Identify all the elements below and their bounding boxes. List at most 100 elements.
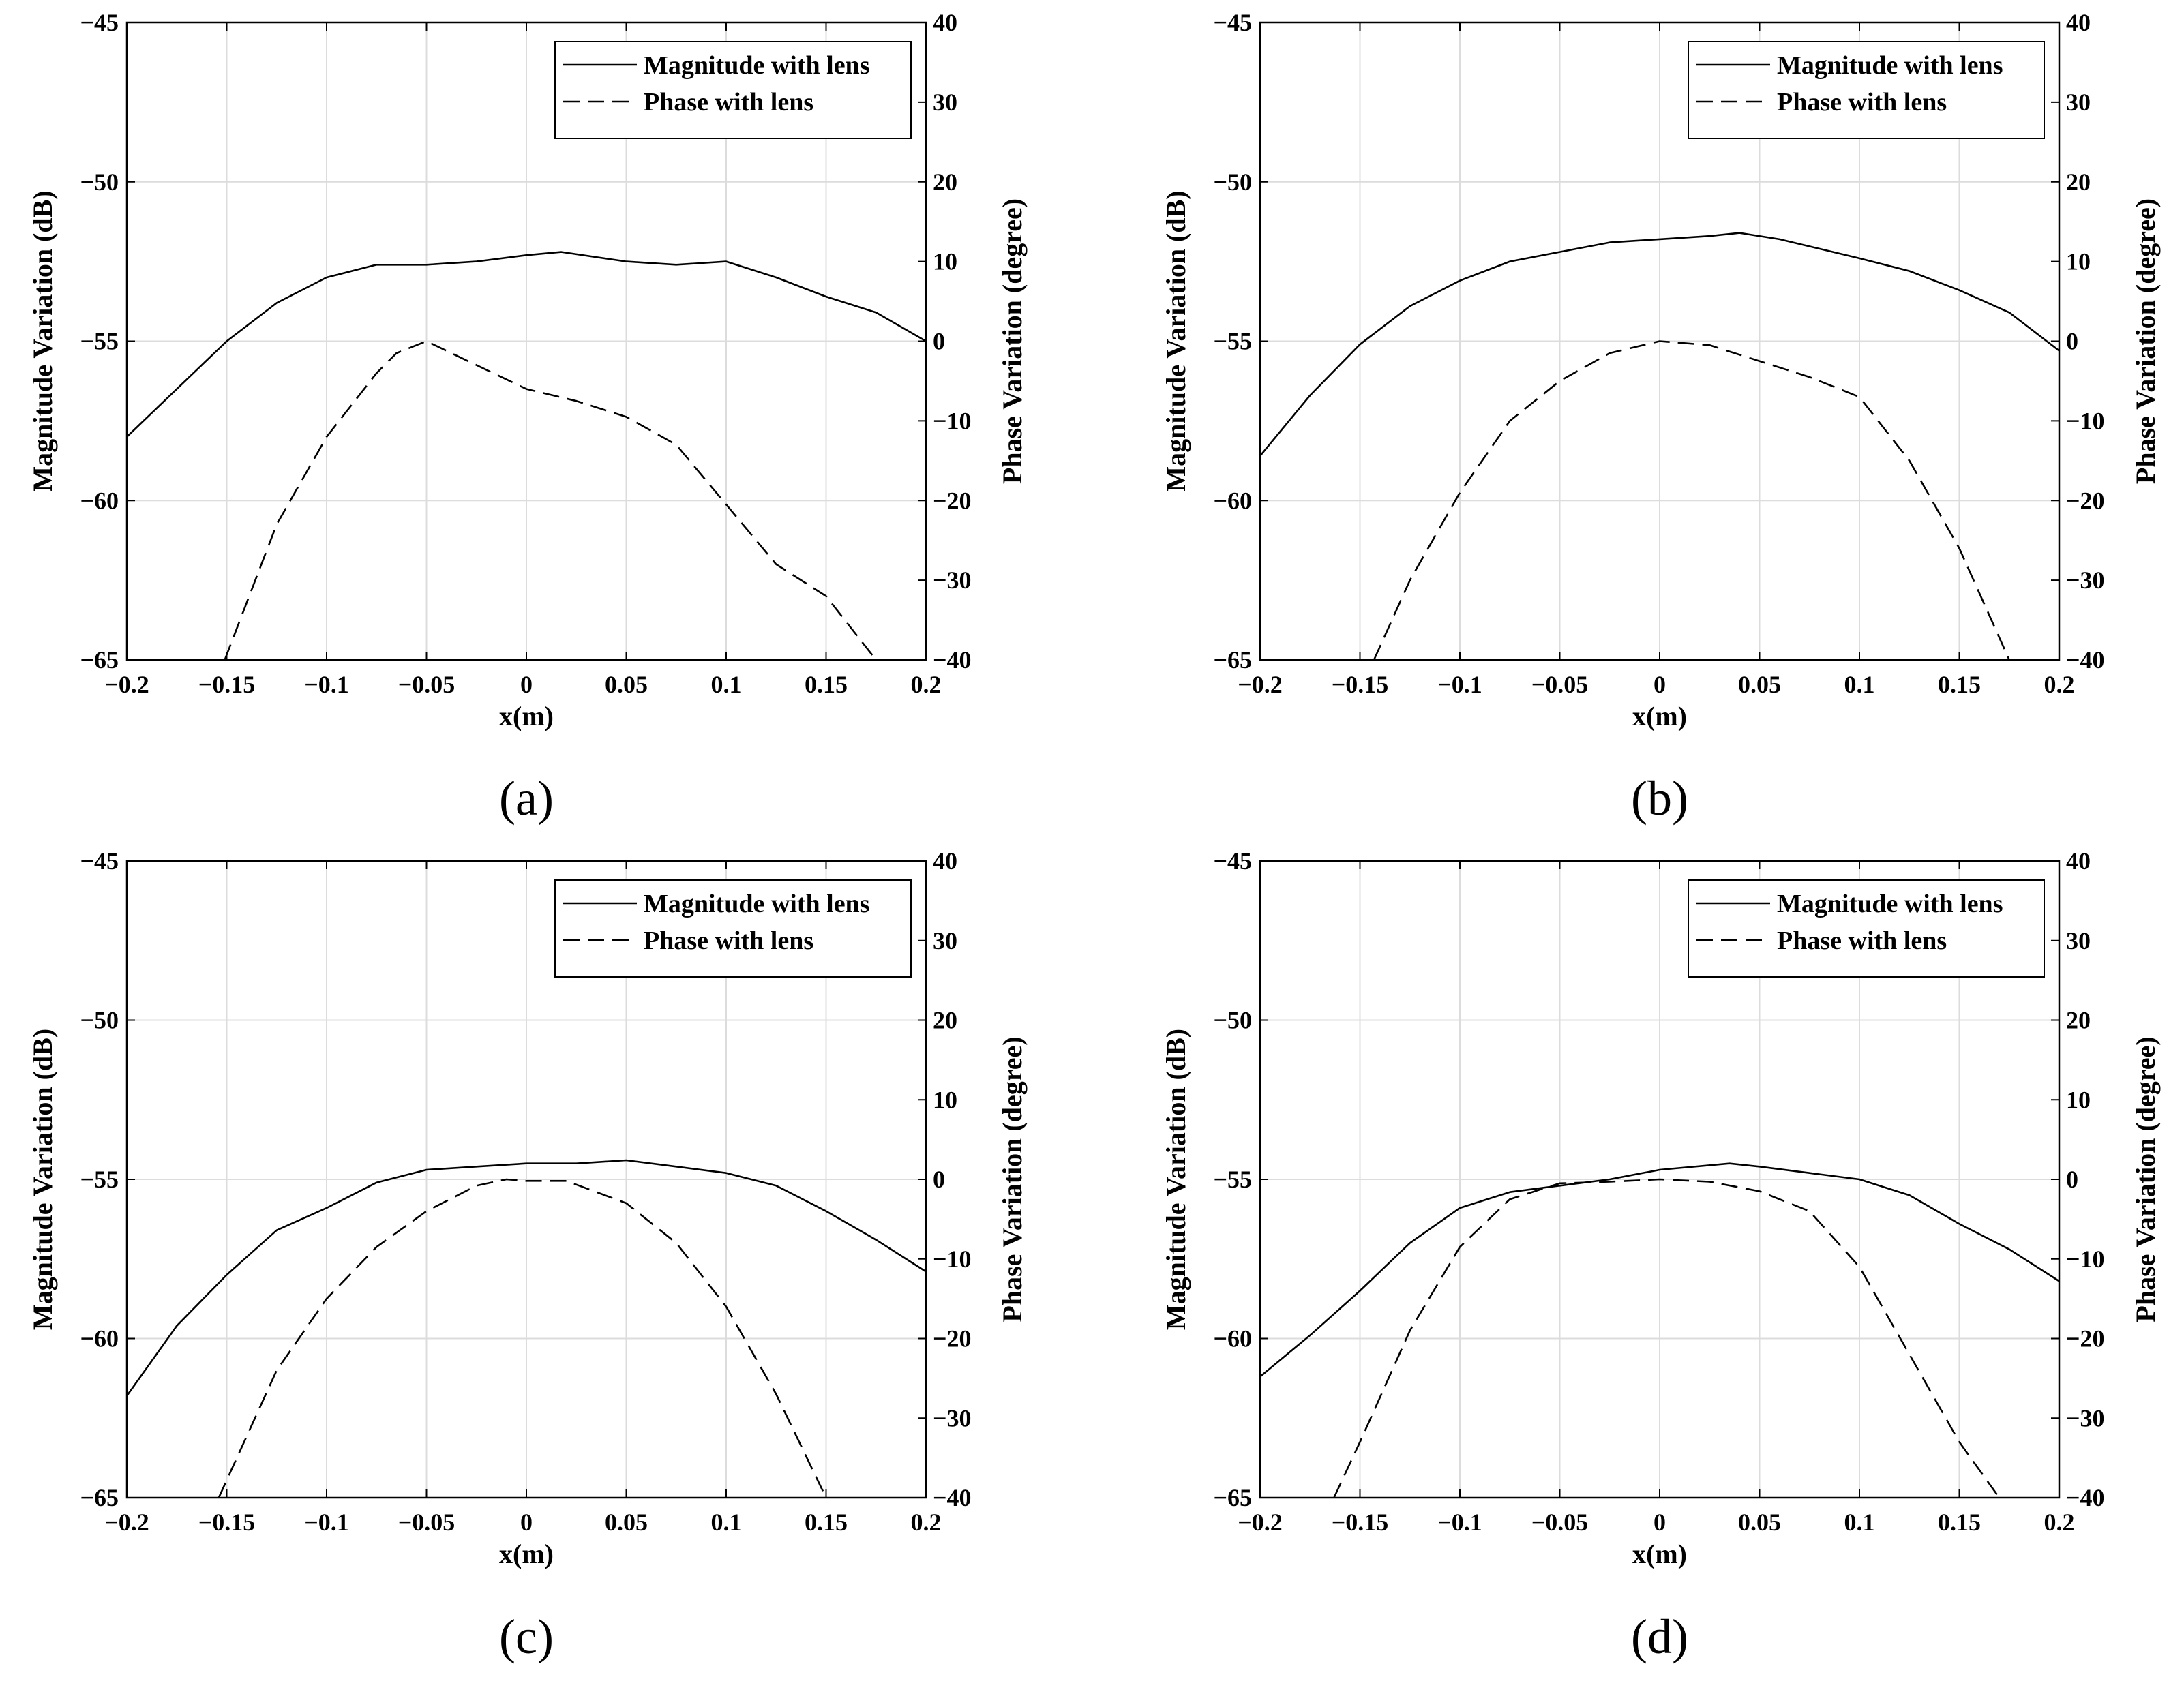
legend-entry-label: Magnitude with lens [644, 51, 869, 80]
y-left-tick-label: −60 [1213, 1325, 1252, 1352]
axes-frame [125, 860, 927, 1499]
x-tick-label: 0.1 [711, 671, 742, 698]
y-right-tick-label: −40 [2066, 1484, 2105, 1511]
y-left-tick-label: −65 [80, 646, 119, 674]
magnitude-series-line [125, 1159, 927, 1397]
y-left-tick-label: −55 [1213, 1166, 1252, 1193]
x-tick-label: −0.2 [1238, 671, 1283, 698]
axes-frame [1259, 860, 2061, 1499]
x-tick-label: −0.15 [1332, 1509, 1389, 1536]
x-tick-label: 0.05 [605, 1509, 648, 1536]
y-left-tick-label: −45 [80, 9, 119, 36]
x-tick-label: 0.15 [805, 671, 848, 698]
phase-series-line [218, 1178, 827, 1498]
y-right-tick-label: 20 [2066, 1007, 2091, 1034]
x-axis-label: x(m) [1632, 701, 1687, 731]
y-right-tick-label: 30 [2066, 89, 2091, 116]
x-tick-label: −0.1 [1437, 1509, 1482, 1536]
legend-entry-label: Phase with lens [644, 88, 813, 117]
y-left-tick-label: −55 [1213, 328, 1252, 355]
y-left-axis-label: Magnitude Variation (dB) [27, 1029, 58, 1330]
x-tick-label: −0.05 [1531, 671, 1589, 698]
y-right-tick-label: −30 [2066, 1404, 2105, 1432]
y-left-tick-label: −45 [80, 847, 119, 875]
x-tick-label: 0.1 [711, 1509, 742, 1536]
y-right-tick-label: −40 [933, 1484, 972, 1511]
legend-entry-label: Phase with lens [1777, 926, 1947, 955]
y-right-tick-label: −20 [933, 487, 972, 514]
legend-box [554, 879, 912, 978]
x-axis-label: x(m) [1632, 1539, 1687, 1569]
y-right-tick-label: −40 [2066, 646, 2105, 674]
y-right-tick-label: −10 [933, 1245, 972, 1273]
y-right-tick-label: 30 [933, 927, 957, 954]
legend-entry-label: Magnitude with lens [1777, 51, 2003, 80]
y-right-tick-label: 40 [933, 847, 957, 875]
y-right-tick-label: 40 [2066, 847, 2091, 875]
x-tick-label: 0.15 [1938, 671, 1981, 698]
x-tick-label: −0.1 [304, 671, 349, 698]
y-right-tick-label: −10 [2066, 407, 2105, 434]
y-left-axis-label: Magnitude Variation (dB) [1161, 190, 1191, 491]
x-tick-label: −0.15 [198, 671, 256, 698]
chart-panel-3: −0.2 −0.15 −0.1 −0.05 0 0.05 0.1 0.15 0.2 −45 −50 −… [27, 847, 1028, 1664]
y-left-tick-label: −50 [80, 168, 119, 196]
y-right-tick-label: −20 [933, 1325, 972, 1352]
y-left-tick-label: −65 [1213, 646, 1252, 674]
x-tick-label: 0.2 [911, 671, 942, 698]
x-tick-label: 0.1 [1844, 1509, 1875, 1536]
chart-panel-1: −0.2 −0.15 −0.1 −0.05 0 0.05 0.1 0.15 0.2 −45 −50 −… [27, 9, 1028, 826]
y-right-tick-label: −30 [933, 566, 972, 594]
y-right-tick-label: 0 [2066, 328, 2078, 355]
x-tick-label: −0.15 [1332, 671, 1389, 698]
y-left-tick-label: −60 [80, 487, 119, 514]
y-right-tick-label: 20 [933, 1007, 957, 1034]
axes-frame [1259, 21, 2061, 661]
x-tick-label: 0.15 [1938, 1509, 1981, 1536]
y-right-axis-label: Phase Variation (degree) [997, 198, 1028, 484]
legend-box [1688, 879, 2045, 978]
y-right-tick-label: −10 [2066, 1245, 2105, 1273]
y-left-axis-label: Magnitude Variation (dB) [1161, 1029, 1191, 1330]
y-right-tick-label: 20 [933, 168, 957, 196]
x-tick-label: −0.2 [1238, 1509, 1283, 1536]
x-tick-label: 0.05 [1738, 671, 1781, 698]
x-tick-label: 0 [1654, 1509, 1666, 1536]
phase-series-line [1373, 340, 2010, 661]
x-tick-label: −0.2 [104, 1509, 149, 1536]
y-right-tick-label: 10 [933, 248, 957, 275]
x-axis-label: x(m) [499, 1539, 554, 1569]
x-tick-label: 0.1 [1844, 671, 1875, 698]
y-right-tick-label: −10 [933, 407, 972, 434]
x-tick-label: 0.2 [911, 1509, 942, 1536]
legend-entry-label: Magnitude with lens [644, 890, 869, 918]
y-right-tick-label: 0 [2066, 1166, 2078, 1193]
x-tick-label: −0.05 [398, 671, 455, 698]
panel-label: (c) [499, 1609, 554, 1664]
chart-panel-4: −0.2 −0.15 −0.1 −0.05 0 0.05 0.1 0.15 0.2 −45 −50 −… [1161, 847, 2161, 1664]
legend-entry-label: Phase with lens [644, 926, 813, 955]
y-right-tick-label: 10 [933, 1086, 957, 1113]
x-tick-label: −0.1 [304, 1509, 349, 1536]
y-right-axis-label: Phase Variation (degree) [2130, 1036, 2161, 1322]
chart-panel-2: −0.2 −0.15 −0.1 −0.05 0 0.05 0.1 0.15 0.2 −45 −50 −… [1161, 9, 2161, 826]
phase-series-line [224, 340, 877, 661]
x-tick-label: 0.15 [805, 1509, 848, 1536]
y-right-tick-label: −30 [2066, 566, 2105, 594]
x-axis-label: x(m) [499, 701, 554, 731]
y-right-tick-label: −30 [933, 1404, 972, 1432]
x-tick-label: 0.2 [2044, 671, 2075, 698]
y-right-tick-label: −40 [933, 646, 972, 674]
x-tick-label: 0.2 [2044, 1509, 2075, 1536]
y-left-tick-label: −65 [80, 1484, 119, 1511]
y-left-tick-label: −60 [80, 1325, 119, 1352]
y-right-tick-label: 40 [933, 9, 957, 36]
legend-entry-label: Magnitude with lens [1777, 890, 2003, 918]
y-right-tick-label: 40 [2066, 9, 2091, 36]
x-tick-label: 0 [520, 1509, 533, 1536]
y-left-tick-label: −50 [1213, 1007, 1252, 1034]
panel-label: (b) [1631, 771, 1688, 826]
y-right-tick-label: 0 [933, 328, 945, 355]
panel-label: (d) [1631, 1609, 1688, 1664]
